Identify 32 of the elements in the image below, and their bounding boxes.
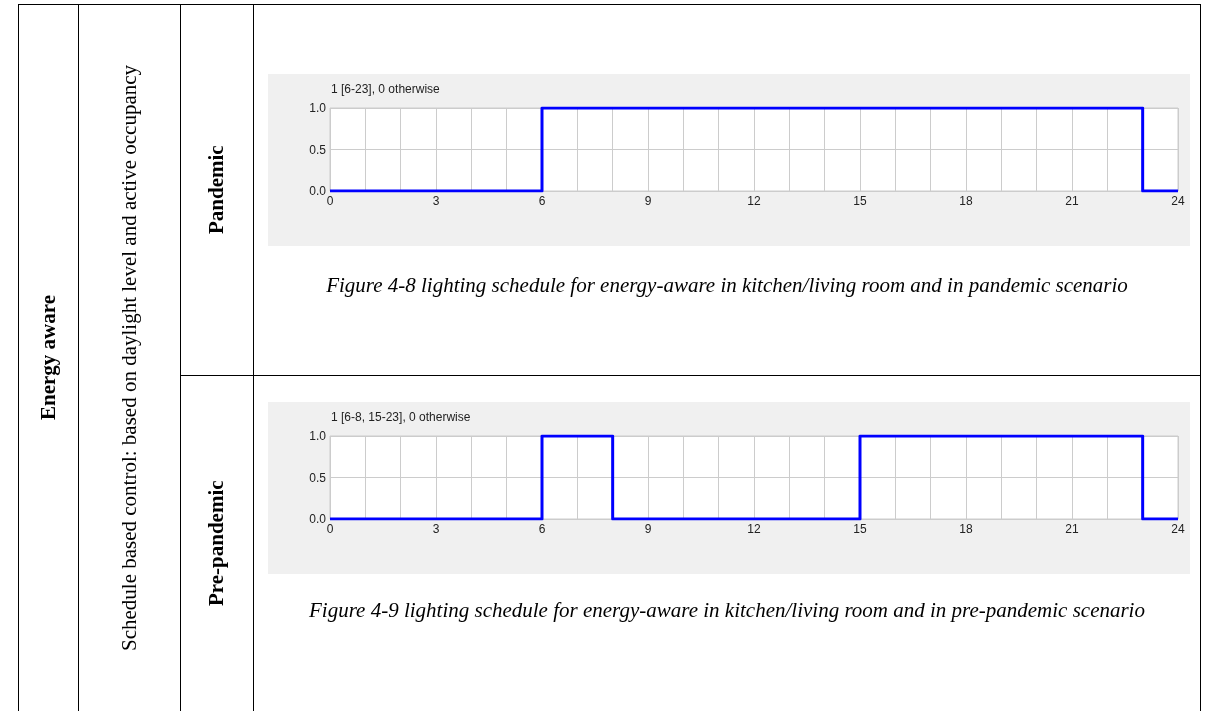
x-tick-label: 12 — [747, 194, 761, 208]
x-tick-label: 3 — [432, 194, 440, 208]
caption: Figure 4-9 lighting schedule for energy-aware in kitchen/living room and in pre-pandemic scenario — [308, 597, 1146, 624]
y-tick-label: 0.5 — [309, 142, 327, 157]
x-tick-label: 9 — [644, 194, 652, 208]
x-tick-label: 0 — [326, 522, 334, 536]
y-tick-label: 0.5 — [309, 470, 327, 485]
chart-title: 1 [6-8, 15-23], 0 otherwise — [331, 410, 471, 424]
y-tick-label: 0.0 — [309, 512, 327, 526]
caption: Figure 4-8 lighting schedule for energy-aware in kitchen/living room and in pandemic scenario — [325, 272, 1129, 299]
x-tick-label: 3 — [432, 522, 440, 536]
x-tick-label: 6 — [538, 194, 546, 208]
y-tick-label: 1.0 — [309, 101, 327, 115]
y-tick-label: 0.0 — [309, 184, 327, 198]
chart-title: 1 [6-23], 0 otherwise — [331, 82, 441, 96]
x-tick-label: 6 — [538, 522, 546, 536]
text: Schedule based control: based on daylight level and active occupancy — [115, 63, 142, 653]
text: Energy aware — [34, 294, 61, 422]
x-tick-label: 24 — [1171, 194, 1185, 208]
text: Pre-pandemic — [203, 479, 229, 609]
x-tick-label: 15 — [853, 194, 867, 208]
y-tick-label: 1.0 — [309, 429, 327, 443]
x-tick-label: 18 — [959, 522, 973, 536]
text: Pandemic — [203, 144, 229, 236]
x-tick-label: 9 — [644, 522, 652, 536]
x-tick-label: 18 — [959, 194, 973, 208]
x-tick-label: 21 — [1065, 522, 1079, 536]
x-tick-label: 24 — [1171, 522, 1185, 536]
x-tick-label: 0 — [326, 194, 334, 208]
x-tick-label: 21 — [1065, 194, 1079, 208]
x-tick-label: 15 — [853, 522, 867, 536]
x-tick-label: 12 — [747, 522, 761, 536]
